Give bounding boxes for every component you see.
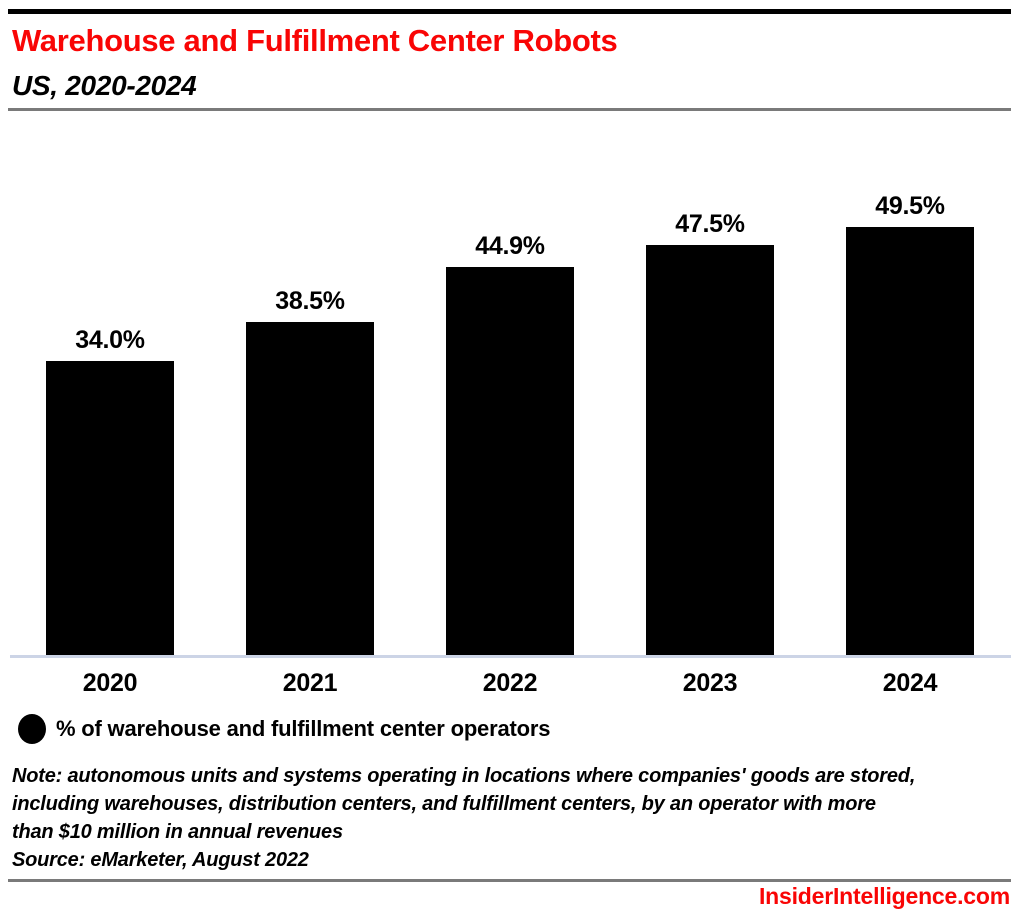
footnote-line: Note: autonomous units and systems opera… — [12, 765, 916, 787]
footnote-line: including warehouses, distribution cente… — [12, 793, 876, 815]
bar-value-label: 34.0% — [75, 326, 145, 354]
bar-group-2022: 44.9% — [410, 190, 610, 655]
x-tick-2020: 2020 — [82, 669, 138, 697]
bar-2021 — [246, 322, 374, 655]
bar-chart-plot: 34.0% 38.5% 44.9% 47.5% 49.5% — [10, 190, 1010, 655]
bar-2024 — [846, 227, 974, 655]
insider-intelligence-link[interactable]: InsiderIntelligence.com — [758, 883, 1010, 909]
x-axis-line — [10, 655, 1011, 658]
bar-group-2024: 49.5% — [810, 190, 1010, 655]
bar-2022 — [446, 267, 574, 655]
chart-title: Warehouse and Fulfillment Center Robots — [12, 23, 618, 58]
footnote-line: than $10 million in annual revenues — [12, 821, 343, 843]
bar-value-label: 44.9% — [475, 232, 545, 260]
source-line: Source: eMarketer, August 2022 — [12, 849, 309, 871]
x-axis-labels: 2020 2021 2022 2023 2024 — [10, 668, 1010, 698]
footnote: Note: autonomous units and systems opera… — [12, 762, 1007, 846]
x-tick-2022: 2022 — [482, 669, 538, 697]
footer-divider — [8, 879, 1011, 882]
x-tick-2024: 2024 — [882, 669, 938, 697]
bar-value-label: 38.5% — [275, 287, 345, 315]
legend-marker-icon — [18, 714, 46, 744]
x-tick-2021: 2021 — [282, 669, 338, 697]
bar-value-label: 49.5% — [875, 192, 945, 220]
legend: % of warehouse and fulfillment center op… — [18, 714, 550, 744]
bar-group-2020: 34.0% — [10, 190, 210, 655]
bar-2023 — [646, 245, 774, 655]
x-tick-2023: 2023 — [682, 669, 738, 697]
top-rule — [8, 9, 1011, 14]
chart-subtitle: US, 2020-2024 — [12, 70, 197, 101]
legend-label: % of warehouse and fulfillment center op… — [56, 716, 551, 741]
bar-2020 — [46, 361, 174, 655]
bar-group-2021: 38.5% — [210, 190, 410, 655]
bar-value-label: 47.5% — [675, 210, 745, 238]
header-divider — [8, 108, 1011, 111]
bar-group-2023: 47.5% — [610, 190, 810, 655]
